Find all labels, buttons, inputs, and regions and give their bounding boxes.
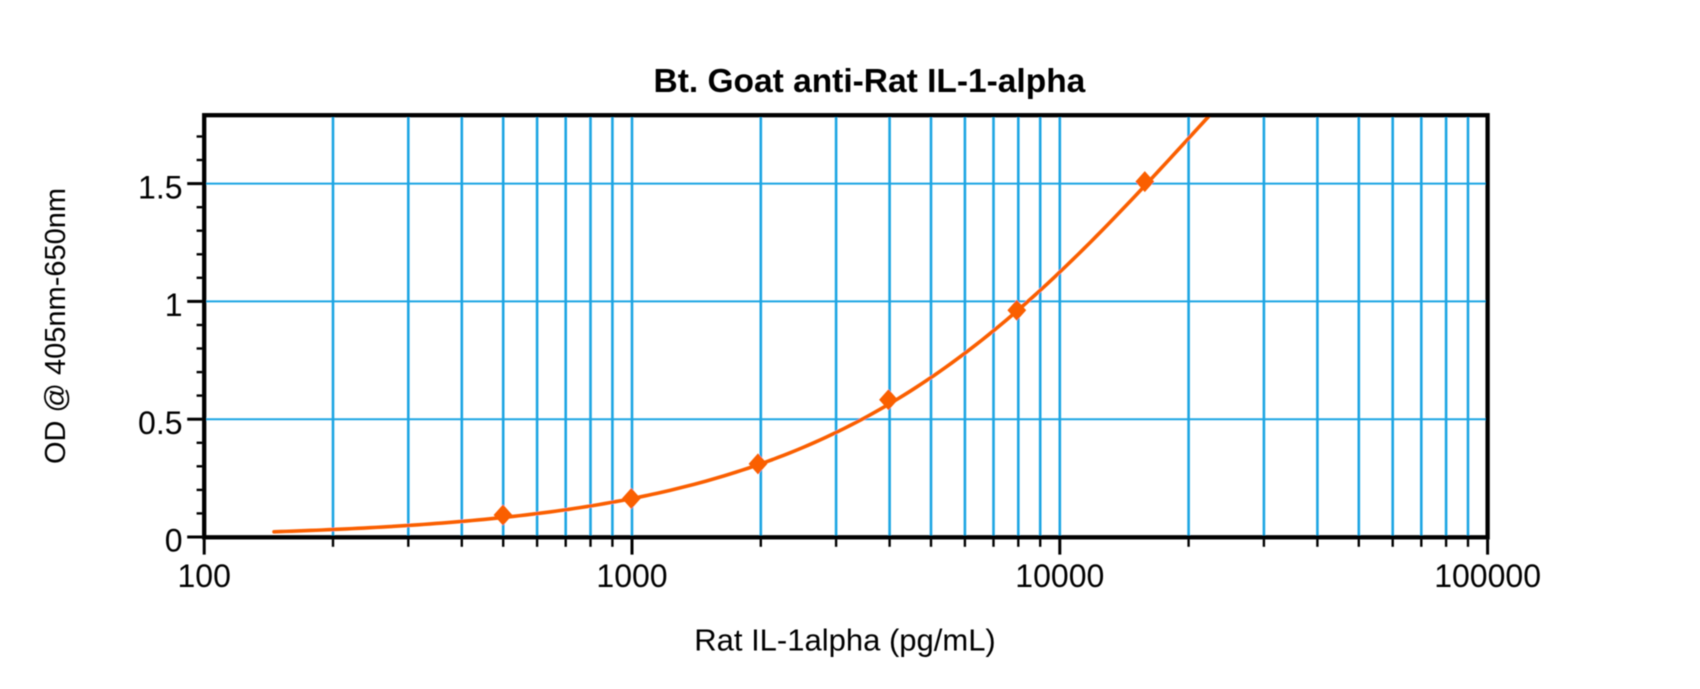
svg-text:1: 1 xyxy=(165,287,183,323)
svg-text:1.5: 1.5 xyxy=(138,169,182,205)
svg-text:10000: 10000 xyxy=(1015,558,1104,594)
svg-text:0: 0 xyxy=(165,523,183,559)
svg-text:1000: 1000 xyxy=(596,558,667,594)
svg-text:100: 100 xyxy=(178,558,231,594)
svg-text:0.5: 0.5 xyxy=(138,405,182,441)
svg-text:OD @ 405nm-650nm: OD @ 405nm-650nm xyxy=(40,188,72,464)
svg-text:100000: 100000 xyxy=(1434,558,1541,594)
svg-text:Bt. Goat anti-Rat IL-1-alpha: Bt. Goat anti-Rat IL-1-alpha xyxy=(654,63,1086,100)
svg-text:Rat IL-1alpha (pg/mL): Rat IL-1alpha (pg/mL) xyxy=(694,623,996,658)
